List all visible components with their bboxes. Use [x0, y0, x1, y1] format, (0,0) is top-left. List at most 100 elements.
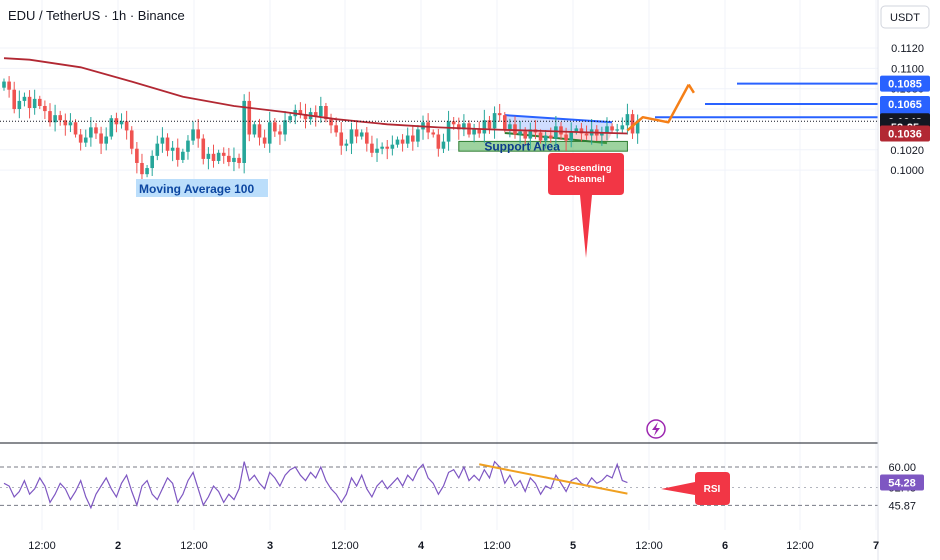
currency-button[interactable] [880, 5, 930, 29]
support-area[interactable]: Support Area [458, 139, 628, 153]
candle-body [288, 116, 292, 121]
candle-body [349, 129, 354, 144]
candle-body [283, 120, 287, 135]
currency-selector[interactable]: USDT [880, 5, 930, 29]
candle-body [502, 115, 507, 130]
candle-body [375, 148, 379, 153]
candle-body [508, 124, 512, 130]
candle-body [150, 155, 154, 169]
candle-body [232, 157, 236, 162]
candle-body [441, 141, 446, 149]
candle-body [528, 129, 533, 139]
candle-body [32, 98, 37, 109]
candle-body [68, 122, 73, 126]
price-tag-label: 0.1085 [888, 79, 922, 91]
projection-arrowhead [687, 83, 695, 94]
support-area-label: Support Area [484, 139, 560, 153]
candle-body [135, 148, 139, 163]
rsi-line[interactable] [3, 460, 628, 510]
candle-body [12, 89, 17, 110]
candle-body [559, 126, 563, 135]
candle-body [390, 144, 395, 149]
candle-body [472, 129, 476, 135]
candle-body [99, 133, 103, 144]
candle-body [221, 152, 226, 156]
rsi-divergence-line[interactable] [479, 463, 628, 495]
moving-average-line[interactable] [3, 57, 628, 135]
candle-body [482, 120, 487, 134]
symbol-title: EDU / TetherUS · 1h · Binance [8, 8, 185, 23]
descending-channel-callout-bubble [548, 153, 624, 258]
candle-body [538, 132, 543, 141]
candle-body [339, 132, 344, 146]
candle-body [119, 121, 124, 125]
candle-body [237, 157, 241, 163]
candle-body [7, 81, 11, 90]
candle-body [334, 125, 338, 133]
candle-body [523, 131, 528, 139]
candle-body [17, 100, 22, 110]
resistance-levels[interactable] [655, 82, 878, 119]
candle-body [252, 124, 257, 135]
candle-body [610, 126, 614, 131]
candle-body [370, 143, 374, 153]
candle-body [564, 134, 568, 141]
candle-body [635, 121, 640, 134]
time-tick-label: 5 [570, 540, 576, 552]
candle-body [273, 122, 277, 132]
candle-body [344, 143, 349, 146]
candle-body [114, 118, 119, 125]
time-tick-label: 2 [115, 540, 121, 552]
candle-body [548, 135, 553, 139]
support-area-box[interactable] [458, 140, 628, 152]
rsi-last-value-tag [880, 474, 924, 491]
candle-body [278, 131, 282, 135]
projection-path[interactable] [626, 84, 690, 132]
candle-body [94, 127, 98, 134]
candle-body [359, 132, 364, 137]
time-tick-label: 12:00 [483, 540, 511, 552]
candle-body [145, 168, 149, 175]
candle-body [313, 112, 318, 117]
rsi-callout-text: RSI [704, 484, 721, 495]
candle-body [216, 152, 221, 161]
rsi-callout-bubble [661, 472, 730, 505]
price-tag-label: 0.1065 [888, 99, 922, 111]
candle-body [605, 126, 609, 134]
candle-body [129, 130, 134, 149]
flash-icon[interactable] [646, 419, 666, 439]
candle-body [63, 120, 68, 126]
rsi-levels [0, 466, 878, 506]
candle-body [2, 81, 6, 88]
descending-channel-callout-text: Descending Channel [558, 163, 615, 185]
candle-body [83, 137, 88, 143]
candle-body [247, 100, 252, 135]
moving-average-label-bg [136, 179, 268, 197]
rsi-tick-label: 45.87 [888, 500, 916, 512]
channel-upper-fill [504, 115, 613, 133]
candle-body [89, 127, 93, 138]
candle-body [487, 120, 492, 129]
candle-body [456, 124, 461, 130]
candle-body [543, 135, 548, 141]
candle-body [165, 137, 170, 151]
candle-body [201, 138, 206, 159]
candle-body [78, 134, 83, 143]
candle-body [58, 115, 63, 121]
candle-body [569, 131, 574, 141]
time-tick-label: 12:00 [331, 540, 359, 552]
candle-body [554, 126, 558, 139]
candle-body [615, 129, 619, 131]
rsi-callout[interactable]: RSI [661, 472, 730, 505]
rsi-last-value-label: 54.28 [888, 478, 916, 490]
candle-body [462, 123, 466, 130]
time-axis[interactable]: 12:00 2 12:00 3 12:00 4 12:00 5 12:00 6 12:00 7 [28, 540, 879, 552]
time-tick-label: 12:00 [180, 540, 208, 552]
price-tag-label: 0.1036 [888, 128, 922, 140]
candle-body [109, 118, 114, 137]
candle-body [518, 131, 522, 135]
descending-channel-callout[interactable]: Descending Channel [548, 153, 624, 258]
